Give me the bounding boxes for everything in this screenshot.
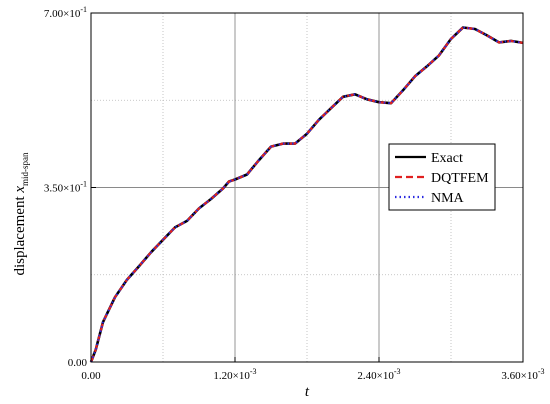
x-tick-label-3: 3.60×10-3: [501, 367, 544, 382]
y-tick-label-1: 3.50×10-1: [44, 180, 87, 195]
legend-label-exact: Exact: [431, 151, 463, 166]
legend-label-dqtfem: DQTFEM: [431, 171, 489, 186]
y-axis-title-var: x: [12, 186, 28, 194]
x-tick-label-2: 2.40×10-3: [357, 367, 400, 382]
axis-ticks: 0.00 1.20×10-3 2.40×10-3 3.60×10-3 0.00 3.50×…: [44, 5, 545, 382]
legend: Exact DQTFEM NMA: [388, 143, 496, 211]
y-axis-title: displacement xmid-span: [12, 152, 30, 276]
x-tick-label-0: 0.00: [81, 370, 101, 382]
y-tick-label-2: 7.00×10-1: [44, 5, 87, 20]
y-tick-label-0: 0.00: [68, 357, 88, 369]
x-tick-label-1: 1.20×10-3: [213, 367, 256, 382]
y-axis-title-main: displacement: [12, 193, 28, 276]
series-lines: [89, 26, 524, 363]
legend-label-nma: NMA: [431, 191, 465, 206]
y-axis-title-sub: mid-span: [20, 152, 30, 186]
series-line-dqtfem: [89, 26, 524, 363]
x-axis-title: t: [305, 384, 310, 400]
